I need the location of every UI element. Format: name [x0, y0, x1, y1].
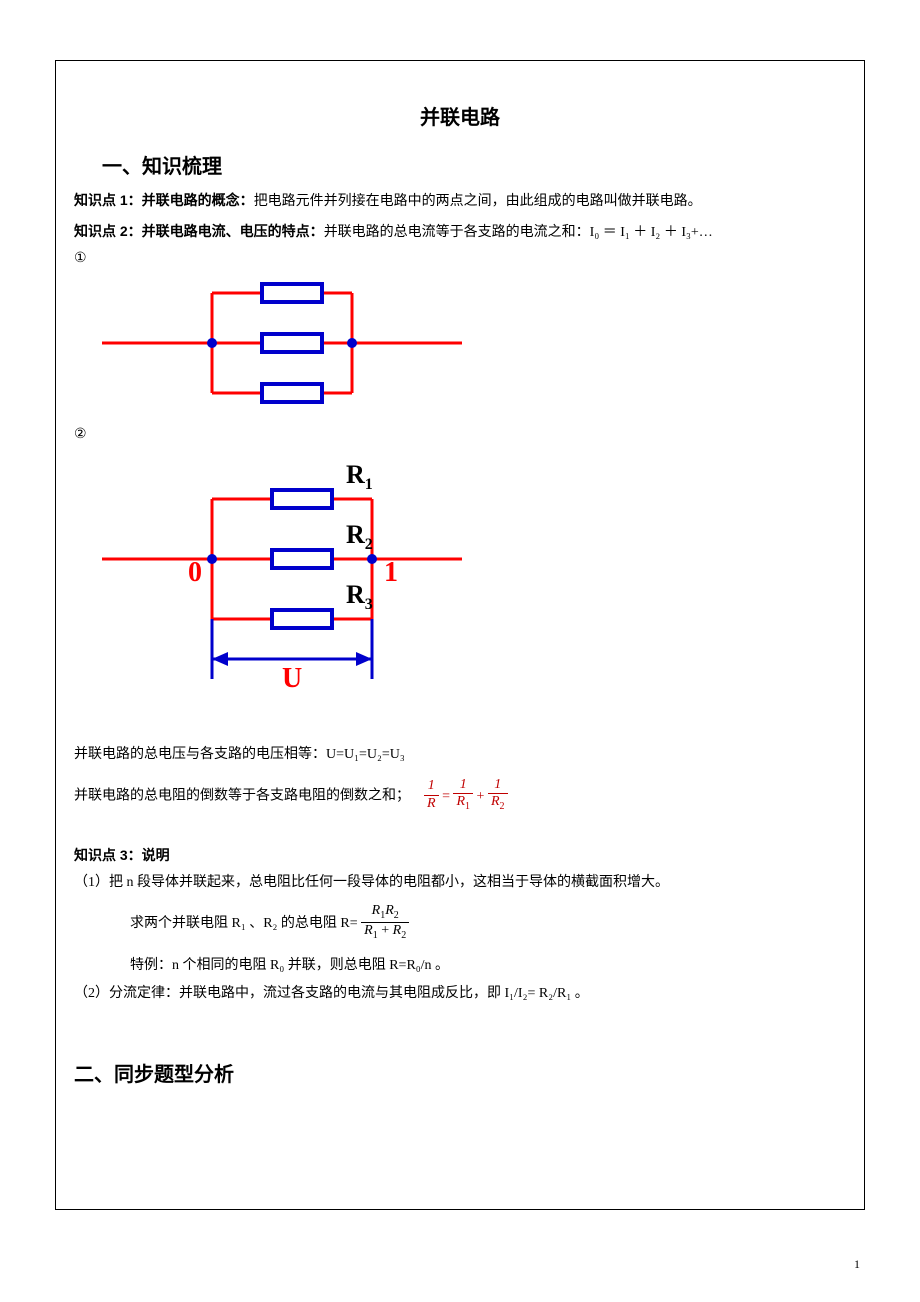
resistance-line: 并联电路的总电阻的倒数等于各支路电阻的倒数之和； 1 R = 1 R1 + 1 …: [74, 779, 846, 814]
kp3-item1b: 特例：n 个相同的电阻 R₀ 并联，则总电阻 R=R₀/n 。: [130, 953, 846, 980]
svg-text:0: 0: [188, 557, 202, 588]
kp1-text: 把电路元件并列接在电路中的两点之间，由此组成的电路叫做并联电路。: [254, 194, 702, 209]
spacer: [74, 1010, 846, 1046]
frac-1R: 1 R: [424, 779, 439, 811]
kp3-item1a-prefix: 求两个并联电阻 R₁ 、R₂ 的总电阻 R=: [130, 916, 358, 931]
kp3-item1a: 求两个并联电阻 R₁ 、R₂ 的总电阻 R= R1R2 R1 + R2: [130, 905, 846, 943]
mark-2: ②: [74, 426, 846, 443]
page: 并联电路 一、知识梳理 知识点 1：并联电路的概念：把电路元件并列接在电路中的两…: [0, 0, 920, 1302]
svg-text:U: U: [282, 663, 302, 694]
diagram-1: [102, 273, 846, 418]
page-title: 并联电路: [74, 101, 846, 130]
spacer: [74, 722, 846, 740]
resistance-line-prefix: 并联电路的总电阻的倒数等于各支路电阻的倒数之和；: [74, 789, 410, 804]
kp2-text: 并联电路的总电流等于各支路的电流之和：I₀ ＝ I₁ ＋ I₂ ＋ I₃+…: [324, 225, 713, 240]
frac-1R2: 1 R2: [488, 778, 508, 813]
reciprocal-formula: 1 R = 1 R1 + 1 R2: [424, 789, 508, 804]
mark-1: ①: [74, 250, 846, 267]
svg-text:R1: R1: [346, 460, 373, 493]
plus-sign: +: [477, 789, 485, 804]
frac-1R1: 1 R1: [453, 778, 473, 813]
voltage-line: 并联电路的总电压与各支路的电压相等：U=U₁=U₂=U₃: [74, 742, 846, 769]
diagram-2-svg: R1 R2 R3 0 1 U: [102, 449, 462, 709]
kp3-item1: （1）把 n 段导体并联起来，总电阻比任何一段导体的电阻都小，这相当于导体的横截…: [74, 870, 846, 897]
section2-heading: 二、同步题型分析: [74, 1058, 846, 1087]
eq-sign: =: [442, 789, 450, 804]
spacer: [74, 816, 846, 840]
content-frame: 并联电路 一、知识梳理 知识点 1：并联电路的概念：把电路元件并列接在电路中的两…: [55, 60, 865, 1210]
diagram-2: R1 R2 R3 0 1 U: [102, 449, 846, 714]
kp2: 知识点 2：并联电路电流、电压的特点：并联电路的总电流等于各支路的电流之和：I₀…: [74, 218, 846, 247]
kp1: 知识点 1：并联电路的概念：把电路元件并列接在电路中的两点之间，由此组成的电路叫…: [74, 187, 846, 216]
svg-text:R2: R2: [346, 520, 373, 553]
svg-text:1: 1: [384, 557, 398, 588]
svg-text:R3: R3: [346, 580, 373, 613]
page-number: 1: [854, 1257, 860, 1272]
product-formula: R1R2 R1 + R2: [361, 904, 409, 942]
diagram-1-svg: [102, 273, 462, 413]
kp2-label: 知识点 2：并联电路电流、电压的特点：: [74, 223, 324, 239]
kp3-label: 知识点 3：说明: [74, 842, 846, 869]
kp3-item2: （2）分流定律：并联电路中，流过各支路的电流与其电阻成反比，即 I₁/I₂= R…: [74, 981, 846, 1008]
section1-heading: 一、知识梳理: [102, 150, 846, 179]
kp1-label: 知识点 1：并联电路的概念：: [74, 192, 254, 208]
